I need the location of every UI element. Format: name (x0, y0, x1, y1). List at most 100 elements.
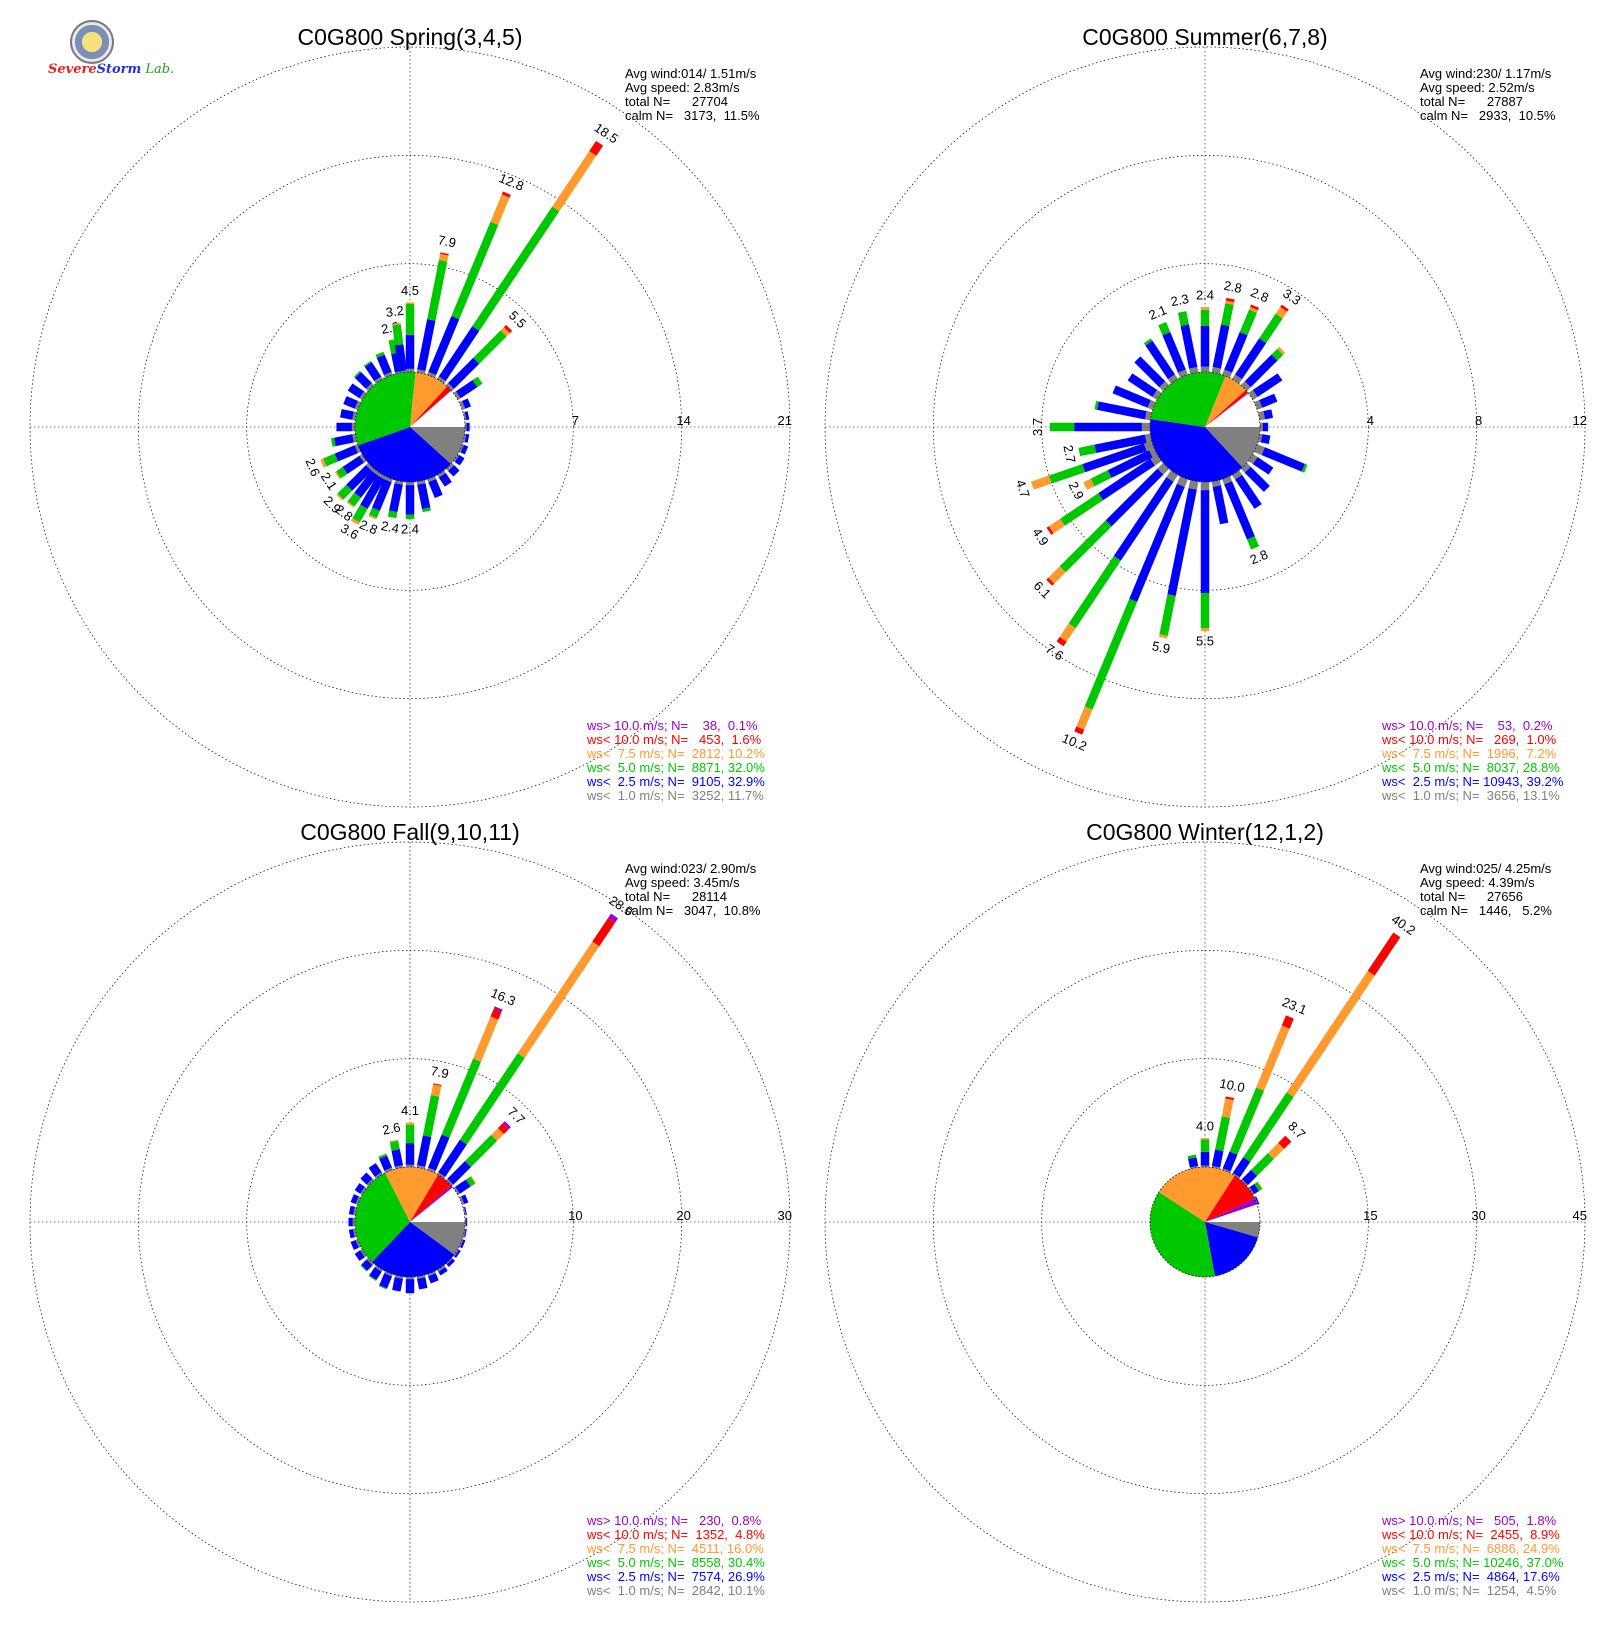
spoke-segment (1258, 433, 1263, 443)
spoke-segment (1222, 369, 1233, 378)
pie-slice (1150, 419, 1243, 482)
spoke-segment (1280, 304, 1289, 312)
spoke-segment (353, 370, 361, 378)
spoke-segment (363, 360, 372, 367)
spoke-segment (1200, 482, 1210, 491)
spoke-segment (445, 382, 455, 392)
spoke-segment (405, 1124, 415, 1144)
spoke-segment (1240, 1179, 1248, 1187)
spoke-segment (394, 1165, 404, 1169)
spoke-label: 23.1 (1280, 994, 1309, 1018)
spoke-segment (1254, 1196, 1260, 1205)
spoke-segment (1258, 411, 1266, 421)
spoke-segment (1286, 970, 1375, 1097)
spoke-segment (1180, 324, 1198, 369)
spoke-segment (438, 1267, 448, 1276)
stats-line: total N= 28114 (625, 889, 727, 904)
lab-logo-text: SevereStorm Lab. (48, 62, 175, 77)
spoke-segment (427, 1167, 436, 1173)
spoke-segment (351, 422, 355, 432)
pie-slice (354, 1172, 410, 1262)
spoke-segment (389, 483, 403, 513)
spoke-segment (1084, 598, 1138, 710)
spoke-segment (1094, 434, 1147, 453)
spoke-segment (1271, 348, 1284, 361)
legend-entry: ws< 7.5 m/s; N= 4511, 16.0% (586, 1541, 764, 1556)
chart-title: C0G800 Summer(6,7,8) (1082, 24, 1327, 50)
spoke-segment (1158, 634, 1168, 639)
spoke-segment (459, 444, 464, 453)
spoke-segment (1275, 306, 1288, 319)
spoke-segment (1145, 340, 1175, 380)
legend-entry: ws< 2.5 m/s; N= 9105, 32.9% (586, 774, 765, 789)
spoke-segment (427, 1273, 439, 1284)
spoke-segment (392, 322, 401, 326)
spoke-segment (1256, 1025, 1290, 1091)
legend-entry: ws< 1.0 m/s; N= 3656, 13.1% (1381, 788, 1560, 803)
lab-logo: SevereStorm Lab. (48, 20, 174, 90)
spoke-segment (417, 319, 436, 371)
spoke-segment (1148, 447, 1158, 458)
spoke-segment (1144, 411, 1152, 421)
spoke-segment (417, 483, 431, 510)
spoke-segment (383, 371, 393, 378)
spoke-segment (1076, 706, 1093, 730)
pie-slice (1205, 375, 1246, 427)
spoke-segment (1367, 932, 1401, 976)
spoke-segment (1083, 478, 1095, 490)
spoke-segment (464, 433, 470, 443)
pie-slice (385, 1166, 439, 1222)
ring-label: 45 (1573, 1208, 1587, 1223)
spoke-segment (1176, 476, 1188, 487)
spoke-segment (437, 470, 446, 478)
spoke-label: 10.2 (1060, 730, 1089, 754)
stats-line: total N= 27704 (625, 94, 728, 109)
spoke-label: 3.2 (385, 303, 405, 320)
spoke-segment (416, 369, 426, 374)
spoke-segment (340, 409, 354, 420)
spoke-segment (323, 453, 338, 467)
spoke-segment (1046, 526, 1054, 535)
spoke-segment (427, 1271, 436, 1277)
stats-line: Avg wind:014/ 1.51m/s (625, 66, 757, 81)
ring-label: 20 (676, 1208, 690, 1223)
spoke-segment (1260, 422, 1263, 432)
spoke-segment (1215, 1116, 1231, 1152)
spoke-segment (463, 411, 467, 421)
spoke-label: 2.4 (380, 518, 401, 536)
spoke-segment (1259, 393, 1278, 408)
spoke-segment (360, 1186, 367, 1195)
spoke-segment (454, 1249, 461, 1258)
spoke-segment (1068, 555, 1121, 629)
spoke-segment (438, 326, 480, 382)
spoke-segment (1240, 462, 1251, 473)
spoke-segment (421, 507, 431, 513)
spoke-segment (464, 1228, 467, 1238)
spoke-segment (342, 455, 365, 474)
spoke-segment (1143, 440, 1155, 452)
pie-slice (1205, 1204, 1260, 1222)
spoke-segment (446, 1258, 455, 1267)
pie-slice (1205, 393, 1260, 427)
pie-slice (410, 386, 452, 427)
spoke-segment (448, 465, 460, 477)
stats-line: Avg speed: 2.52m/s (1420, 80, 1535, 95)
spoke-segment (320, 458, 327, 468)
spoke-segment (375, 351, 385, 358)
spoke-segment (463, 1206, 466, 1216)
spoke-segment (501, 191, 511, 198)
spoke-segment (366, 1257, 375, 1266)
spoke-segment (437, 376, 446, 384)
spoke-segment (441, 1058, 481, 1138)
spoke-segment (1127, 373, 1158, 397)
spoke-segment (348, 1228, 355, 1239)
spoke-segment (352, 504, 368, 523)
stats-line: total N= 27887 (1420, 94, 1523, 109)
spoke-segment (369, 507, 380, 519)
spoke-label: 2.7 (1060, 444, 1078, 465)
spoke-segment (1211, 1149, 1224, 1168)
spoke-segment (1244, 354, 1278, 388)
legend-entry: ws< 5.0 m/s; N= 10246, 37.0% (1381, 1555, 1564, 1570)
